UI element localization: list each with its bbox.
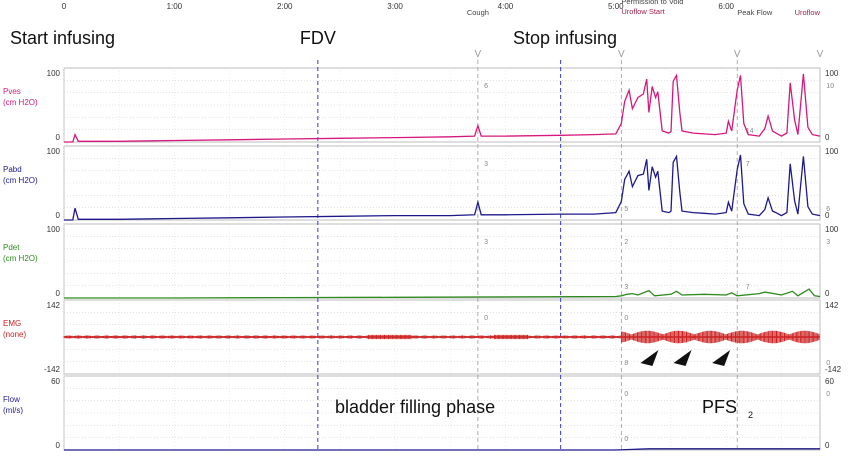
annotation-fdv: FDV [300,28,336,48]
time-tick-label: 6:00 [718,2,734,11]
time-tick-label: 3:00 [387,2,403,11]
axis-min-right: 0 [825,289,830,298]
event-v-marker: V [734,49,741,60]
axis-max-left: 100 [47,225,61,234]
annotation-filling-phase: bladder filling phase [335,397,495,417]
axis-min-left: 0 [56,441,61,450]
series-pdet [64,288,821,299]
axis-max-right: 60 [825,377,834,386]
event-v-marker: V [475,49,482,60]
event-label: Cough [467,8,489,17]
axis-max-right: 100 [825,225,839,234]
axis-min-left: 0 [56,211,61,220]
axis-max-right: 142 [825,301,839,310]
channel-inline-label: 5 [624,206,628,213]
axis-max-right: 100 [825,69,839,78]
channel-inline-label: 3 [826,239,830,246]
emg-arrowhead [712,350,731,366]
time-tick-label: 0 [62,2,67,11]
channel-unit: (none) [3,330,26,339]
channel-unit: (cm H2O) [3,176,38,185]
axis-min-right: -142 [825,365,842,374]
channel-unit: (cm H2O) [3,98,38,107]
event-label: Permission to Void [621,0,683,6]
axis-min-right: 0 [825,133,830,142]
axis-min-left: 0 [56,133,61,142]
channel-unit: (cm H2O) [3,254,38,263]
series-pabd [64,154,821,221]
channel-inline-label: 3 [624,284,628,291]
time-tick-label: 1:00 [167,2,183,11]
series-flow [64,448,820,451]
channel-name: Flow [3,395,20,404]
series-pves [64,73,821,143]
axis-max-left: 60 [51,377,60,386]
axis-max-left: 142 [47,301,61,310]
series-emg-signal [63,330,820,344]
axis-min-left: 0 [56,289,61,298]
channel-inline-label: 7 [746,284,750,291]
channel-name: Pves [3,87,21,96]
time-tick-label: 5:00 [608,2,624,11]
channel-name: EMG [3,319,21,328]
channel-inline-label: 2 [624,239,628,246]
annotation-pfs: PFS [702,397,737,417]
channel-inline-label: 0 [484,315,488,322]
channel-inline-label: 3 [484,161,488,168]
emg-arrowhead [673,350,692,366]
event-v-marker: V [817,49,824,60]
annotation-start-infusing: Start infusing [10,28,115,48]
event-label: Uroflow [795,8,821,17]
channel-name: Pdet [3,243,20,252]
channel-inline-label: 0 [624,436,628,443]
channel-inline-label: 6 [826,206,830,213]
emg-arrowhead [640,350,659,366]
axis-min-right: 0 [825,441,830,450]
channel-inline-label: 3 [484,239,488,246]
time-tick-label: 4:00 [498,2,514,11]
channel-inline-label: 0 [826,360,830,367]
annotation-stop-infusing: Stop infusing [513,28,617,48]
channel-name: Pabd [3,165,22,174]
channel-inline-label: 6 [484,83,488,90]
axis-min-right: 0 [825,211,830,220]
channel-inline-label: 10 [826,83,834,90]
channel-inline-label: 0 [624,315,628,322]
event-label: Uroflow Start [621,7,665,16]
axis-max-left: 100 [47,69,61,78]
channel-inline-label: 0 [826,391,830,398]
annotation-pfs-sub: 2 [748,410,753,420]
channel-inline-label: 0 [624,391,628,398]
time-tick-label: 2:00 [277,2,293,11]
channel-inline-label: 7 [746,161,750,168]
axis-min-left: -142 [44,365,61,374]
channel-unit: (ml/s) [3,406,23,415]
event-label: Peak Flow [737,8,773,17]
axis-max-right: 100 [825,147,839,156]
channel-inline-label: 14 [746,128,754,135]
channel-inline-label: 8 [624,360,628,367]
axis-max-left: 100 [47,147,61,156]
event-v-marker: V [618,49,625,60]
